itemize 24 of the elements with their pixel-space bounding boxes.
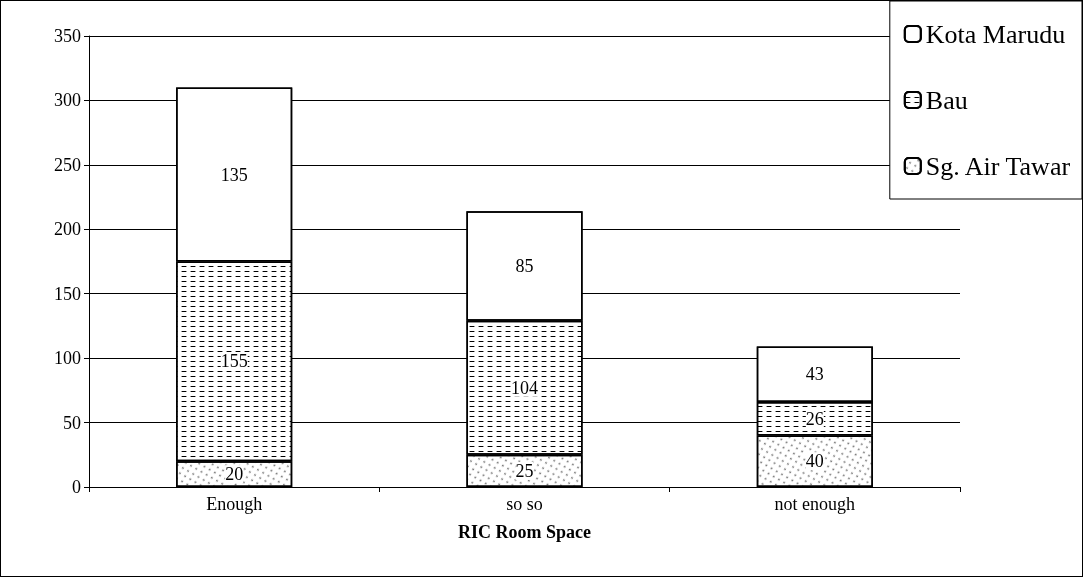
legend-label: Bau [925, 85, 968, 115]
data-label: 40 [805, 451, 824, 472]
data-label: 155 [220, 351, 248, 372]
data-label: 85 [515, 256, 534, 277]
x-tick-label: so so [506, 494, 543, 514]
y-tick-label: 50 [63, 412, 81, 433]
y-tick-label: 300 [54, 90, 81, 111]
data-label: 43 [805, 364, 824, 385]
data-label: 135 [220, 164, 248, 185]
data-label: 26 [805, 408, 824, 429]
x-tick-label: not enough [774, 494, 856, 514]
y-tick-label: 100 [54, 348, 81, 369]
y-tick-label: 200 [54, 219, 81, 240]
legend-label: Sg. Air Tawar [925, 151, 1071, 181]
y-tick-label: 250 [54, 154, 81, 175]
y-tick-label: 350 [54, 26, 81, 46]
data-label: 104 [511, 377, 538, 398]
y-tick-label: 150 [54, 283, 81, 304]
x-axis-title: RIC Room Space [458, 522, 592, 542]
data-label: 25 [515, 460, 534, 481]
data-label: 20 [225, 464, 244, 485]
y-tick-label: 0 [72, 477, 81, 497]
legend-label: Kota Marudu [925, 19, 1066, 49]
x-tick-label: Enough [206, 494, 263, 514]
